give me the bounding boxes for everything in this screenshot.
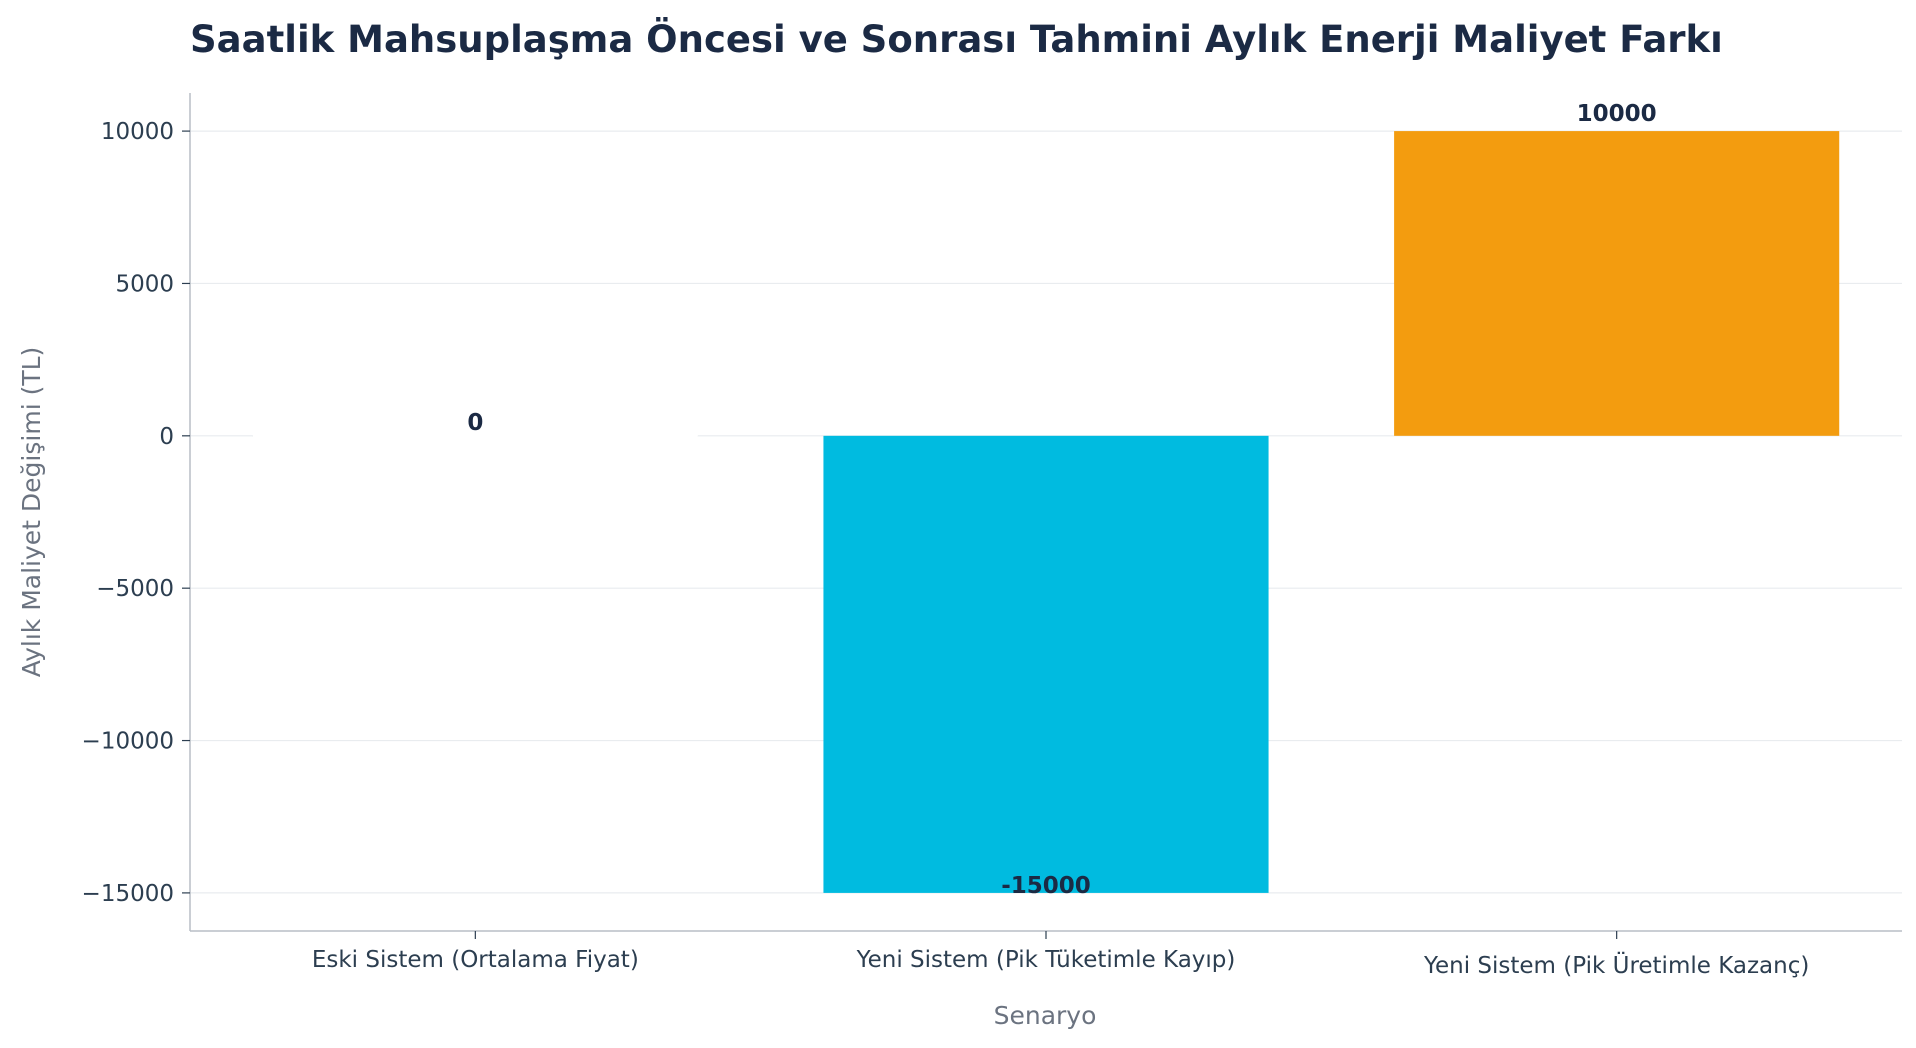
bar (1394, 131, 1840, 436)
bars (252, 131, 1840, 893)
y-tick-label: 10000 (101, 119, 174, 145)
y-axis-label: Aylık Maliyet Değişimi (TL) (17, 347, 46, 678)
y-tick-label: −10000 (82, 729, 174, 755)
bar (823, 435, 1269, 893)
data-label: -15000 (1001, 873, 1091, 899)
y-tick-label: −5000 (96, 576, 174, 602)
x-axis-label: Senaryo (994, 1001, 1097, 1030)
y-tick-label: 5000 (115, 271, 174, 297)
data-label: 0 (467, 410, 483, 436)
y-ticks: 10000 5000 0 −5000 −10000 −15000 (82, 119, 190, 907)
x-ticks: Eski Sistem (Ortalama Fiyat) Yeni Sistem … (312, 931, 1809, 979)
chart-title: Saatlik Mahsuplaşma Öncesi ve Sonrası Ta… (190, 17, 1723, 61)
y-tick-label: 0 (159, 424, 174, 450)
data-label: 10000 (1577, 101, 1657, 127)
x-tick-label: Yeni Sistem (Pik Üretimle Kazanç) (1423, 951, 1809, 979)
x-tick-label: Eski Sistem (Ortalama Fiyat) (312, 947, 639, 973)
data-labels: 0 -15000 10000 (467, 101, 1656, 899)
x-tick-label: Yeni Sistem (Pik Tüketimle Kayıp) (856, 947, 1236, 973)
y-tick-label: −15000 (82, 881, 174, 907)
